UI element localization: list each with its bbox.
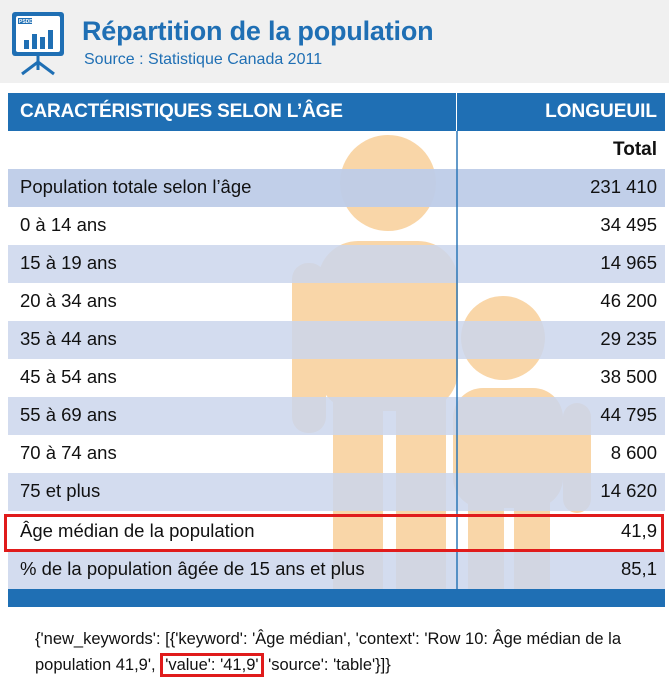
table-row: 35 à 44 ans 29 235 [8,321,665,359]
row-label: % de la population âgée de 15 ans et plu… [20,558,365,579]
presentation-board-icon: PSDD [12,12,64,76]
table-row: % de la population âgée de 15 ans et plu… [8,551,665,589]
row-value: 85,1 [620,558,657,579]
table-row: 70 à 74 ans 8 600 [8,435,665,473]
row-label: Âge médian de la population [20,520,255,541]
row-label: 45 à 54 ans [20,366,117,387]
note-text-end: 'source': 'table'}]} [263,656,391,674]
page-title: Répartition de la population [82,16,434,46]
table-row: 45 à 54 ans 38 500 [8,359,665,397]
table-row: Population totale selon l’âge 231 410 [8,169,665,207]
report-header: PSDD Répartition de la population Source… [0,0,669,83]
row-value: 38 500 [600,366,657,387]
row-label: 70 à 74 ans [20,442,117,463]
table-row-median-age: Âge médian de la population 41,9 [8,513,665,551]
row-value: 14 965 [600,252,657,273]
table-row: 20 à 34 ans 46 200 [8,283,665,321]
row-label: 20 à 34 ans [20,290,117,311]
note-text-start: {'new_keywords': [{'keyword': 'Âge média… [35,630,621,674]
header-divider [456,93,457,131]
median-age-highlight-box [4,514,664,552]
column-subheader-total: Total [613,139,657,160]
row-value: 41,9 [620,520,657,541]
table-footer-bar [8,589,665,607]
logo-text: PSDD [19,19,33,25]
table-row: 15 à 19 ans 14 965 [8,245,665,283]
row-value: 14 620 [600,480,657,501]
annotation-note: {'new_keywords': [{'keyword': 'Âge média… [35,626,645,678]
row-value: 8 600 [610,442,657,463]
column-header-longueuil: LONGUEUIL [545,101,657,122]
row-value: 44 795 [600,404,657,425]
row-value: 29 235 [600,328,657,349]
population-table: CARACTÉRISTIQUES SELON L’ÂGE LONGUEUIL T… [8,93,665,607]
table-row: 0 à 14 ans 34 495 [8,207,665,245]
table-header: CARACTÉRISTIQUES SELON L’ÂGE LONGUEUIL [8,93,665,131]
row-label: 15 à 19 ans [20,252,117,273]
subheader-row: Total [8,131,665,168]
table-row: 75 et plus 14 620 [8,473,665,511]
note-value-highlight: 'value': '41,9' [160,653,264,677]
column-divider [456,131,458,605]
table-row: 55 à 69 ans 44 795 [8,397,665,435]
row-value: 231 410 [590,176,657,197]
row-value: 46 200 [600,290,657,311]
row-label: 55 à 69 ans [20,404,117,425]
row-label: Population totale selon l’âge [20,176,252,197]
row-value: 34 495 [600,214,657,235]
column-header-characteristics: CARACTÉRISTIQUES SELON L’ÂGE [20,101,343,122]
row-label: 35 à 44 ans [20,328,117,349]
row-label: 75 et plus [20,480,101,501]
row-label: 0 à 14 ans [20,214,107,235]
page-subtitle: Source : Statistique Canada 2011 [84,51,323,68]
